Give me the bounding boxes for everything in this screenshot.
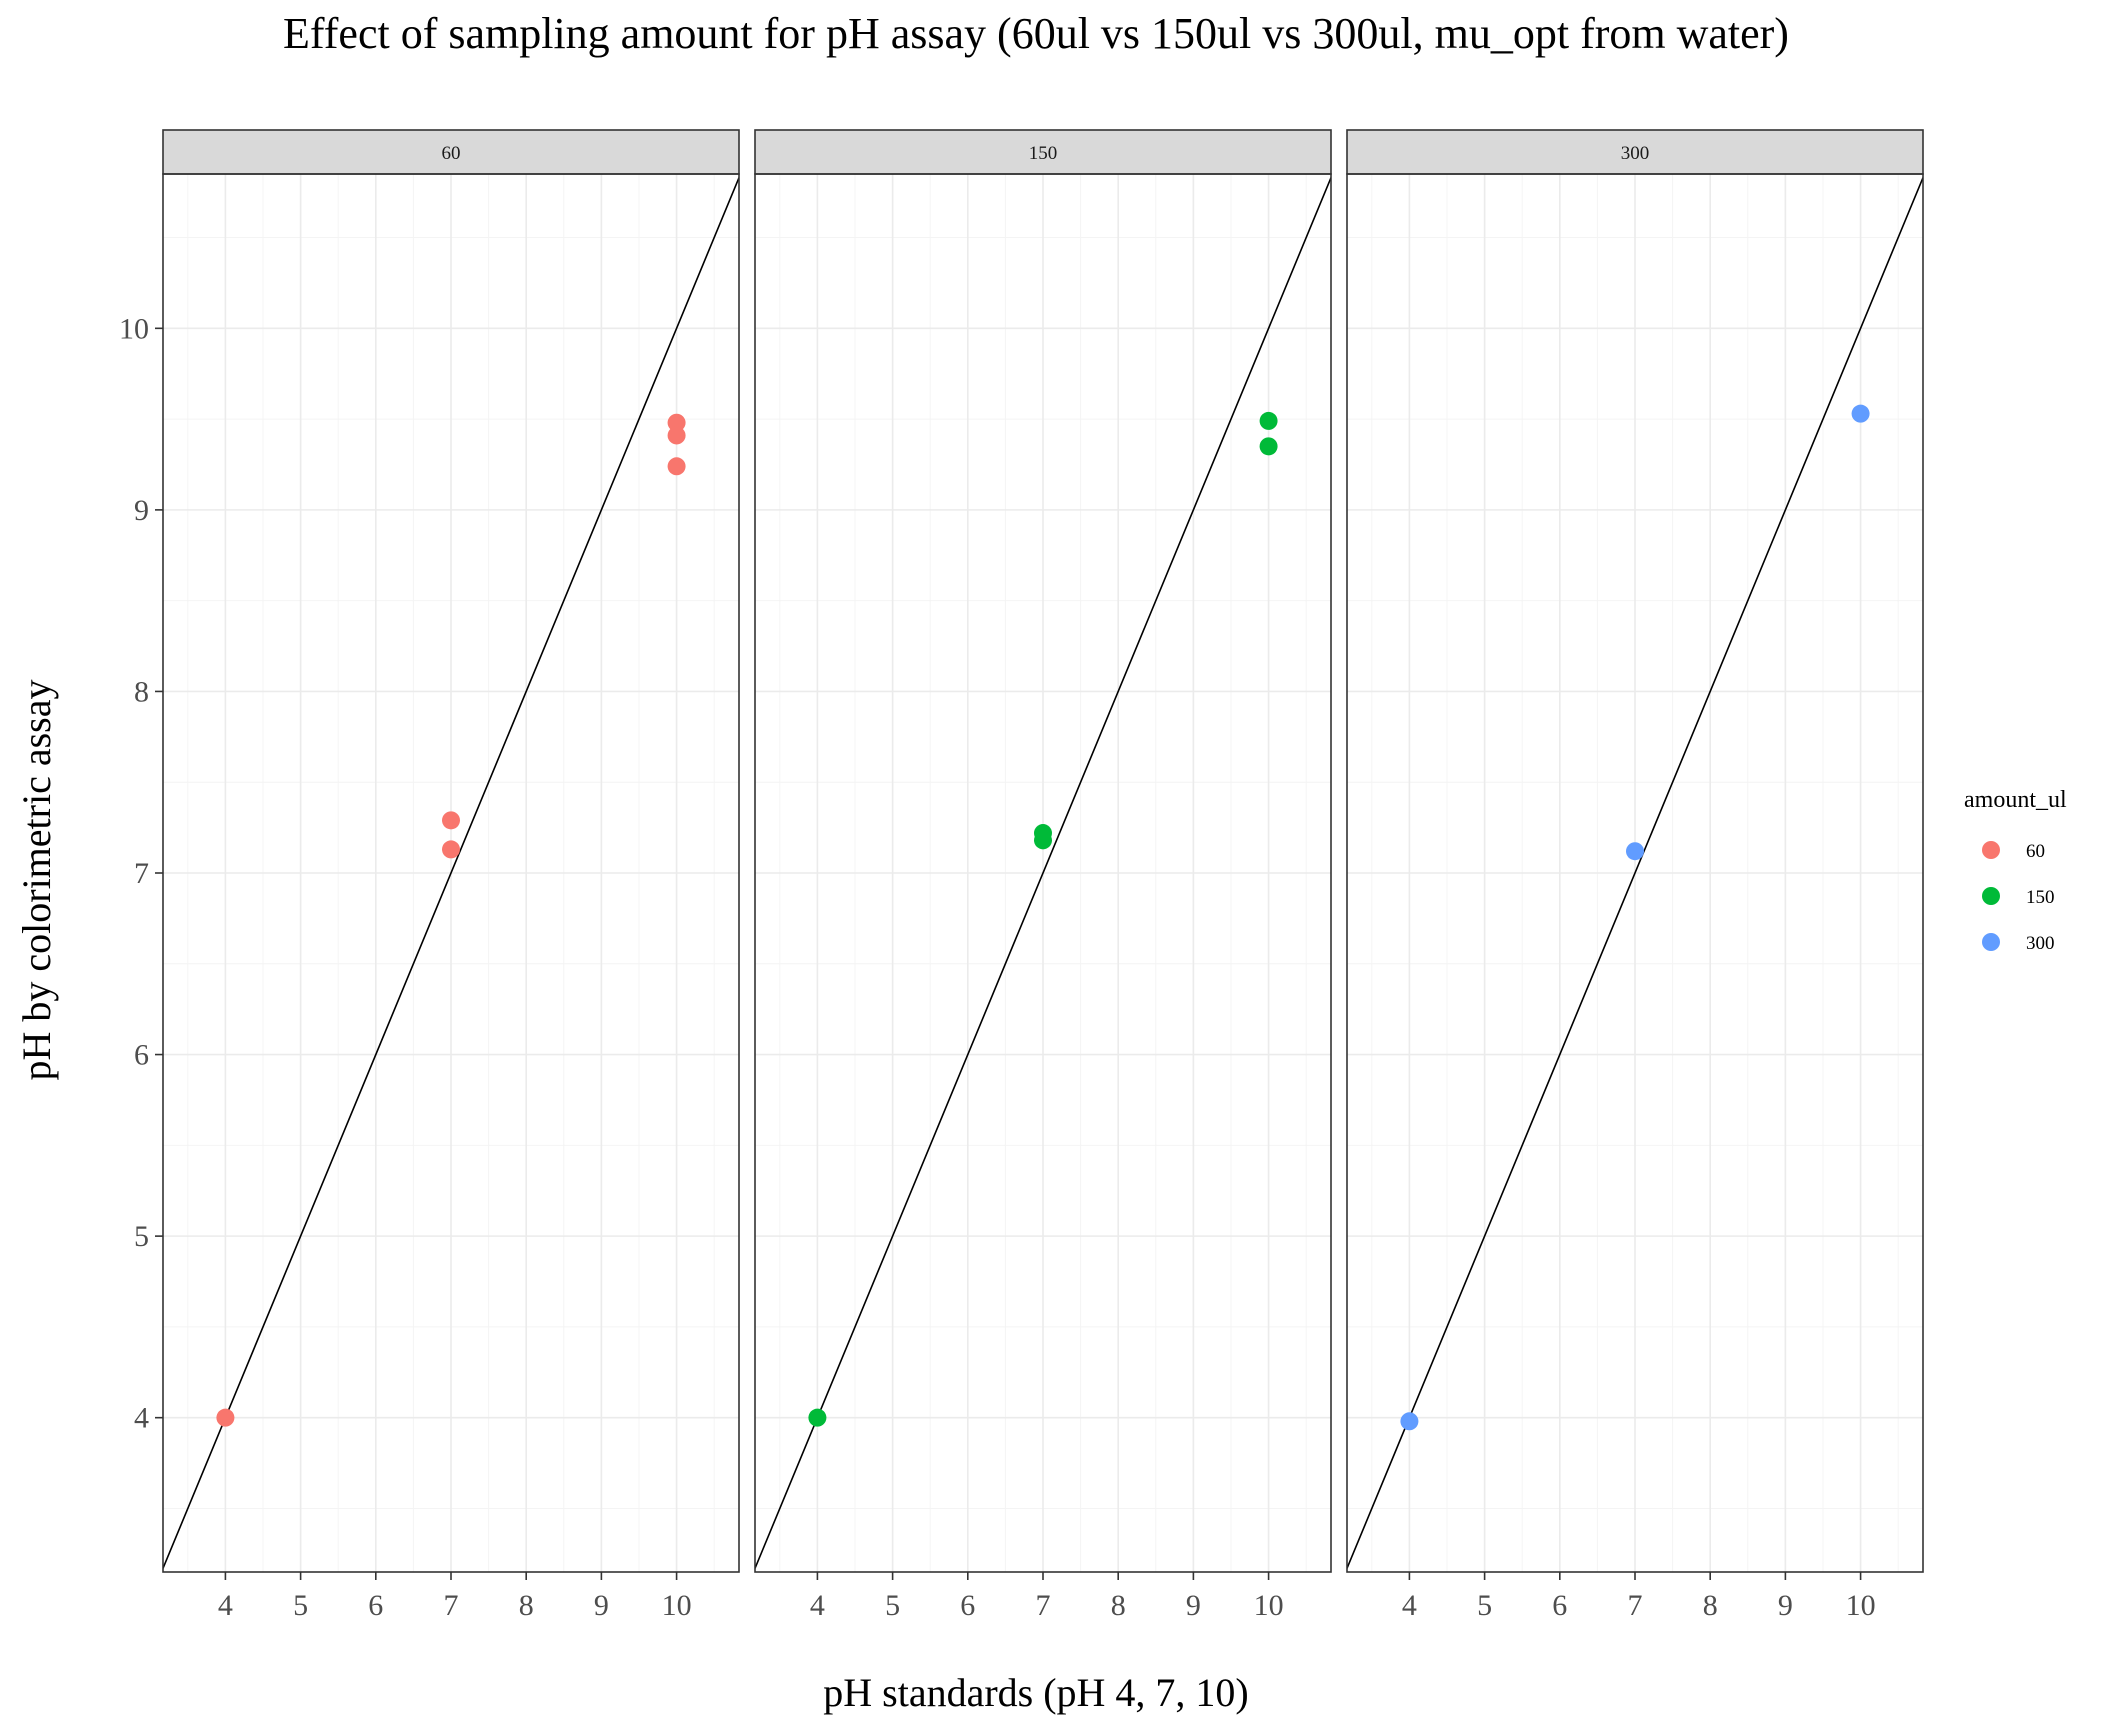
facet-panel-60: 60 4 5 6 7 8 9 10 <box>162 129 740 1622</box>
data-point <box>442 811 460 830</box>
x-tick-label: 10 <box>662 1589 692 1622</box>
data-point <box>1034 831 1052 850</box>
data-point <box>667 426 686 445</box>
x-tick-label: 4 <box>218 1589 233 1622</box>
y-axis: 4 5 6 7 8 9 10 <box>119 312 163 1435</box>
legend-key <box>1982 933 2000 951</box>
x-tick-label: 8 <box>519 1589 534 1622</box>
facet-strip <box>1346 129 1924 175</box>
legend-title: amount_ul <box>1964 787 2067 813</box>
x-tick-label: 8 <box>1703 1589 1718 1622</box>
facet-panel-300: 300 4 5 6 7 8 9 10 <box>1346 129 1924 1622</box>
facet-strip <box>754 129 1332 175</box>
reference-line <box>1347 177 1923 1569</box>
x-tick-label: 7 <box>1036 1589 1051 1622</box>
x-tick-label: 6 <box>960 1589 975 1622</box>
x-tick-label: 4 <box>1402 1589 1417 1622</box>
legend: amount_ul 60 150 300 <box>1964 787 2067 954</box>
x-tick-label: 7 <box>1628 1589 1643 1622</box>
data-point <box>1259 411 1278 430</box>
reference-line <box>755 177 1331 1569</box>
x-tick-label: 8 <box>1111 1589 1126 1622</box>
facet-panels: 60 4 5 6 7 8 9 10 150 4 5 6 7 8 9 10 300 4 5 6 7 8 9 10 <box>162 129 1924 1622</box>
chart-title: Effect of sampling amount for pH assay (… <box>283 9 1789 58</box>
y-axis-title: pH by colorimetric assay <box>14 680 59 1081</box>
x-tick-label: 7 <box>444 1589 459 1622</box>
y-tick-label: 4 <box>134 1402 149 1435</box>
data-point <box>667 457 686 476</box>
facet-strip-label: 60 <box>442 143 461 164</box>
facet-panel-150: 150 4 5 6 7 8 9 10 <box>754 129 1332 1622</box>
data-point <box>1851 404 1870 423</box>
x-tick-label: 9 <box>1186 1589 1201 1622</box>
y-tick-label: 9 <box>134 494 149 527</box>
y-tick-label: 7 <box>134 857 149 890</box>
data-point <box>1626 842 1644 861</box>
y-tick-label: 8 <box>134 675 149 708</box>
facet-strip-label: 300 <box>1621 143 1650 164</box>
x-tick-label: 5 <box>885 1589 900 1622</box>
legend-label: 60 <box>2026 841 2045 862</box>
x-tick-label: 4 <box>810 1589 825 1622</box>
y-tick-label: 5 <box>134 1220 149 1253</box>
legend-label: 150 <box>2026 887 2055 908</box>
x-tick-label: 10 <box>1254 1589 1284 1622</box>
x-axis-title: pH standards (pH 4, 7, 10) <box>823 1670 1249 1715</box>
y-tick-label: 10 <box>119 312 149 345</box>
data-point <box>1259 437 1278 456</box>
facet-strip-label: 150 <box>1029 143 1058 164</box>
legend-key <box>1982 887 2000 905</box>
data-point <box>442 840 460 859</box>
x-tick-label: 6 <box>368 1589 383 1622</box>
x-tick-label: 5 <box>293 1589 308 1622</box>
data-point <box>667 413 686 432</box>
y-tick-label: 6 <box>134 1039 149 1072</box>
x-tick-label: 9 <box>1778 1589 1793 1622</box>
facet-strip <box>162 129 740 175</box>
data-point <box>1400 1412 1419 1431</box>
legend-entries: 60 150 300 <box>1982 841 2055 954</box>
x-tick-label: 6 <box>1552 1589 1567 1622</box>
x-tick-label: 5 <box>1477 1589 1492 1622</box>
legend-label: 300 <box>2026 933 2055 954</box>
reference-line <box>163 177 739 1569</box>
data-point <box>808 1408 827 1427</box>
data-point <box>216 1408 235 1427</box>
legend-key <box>1982 841 2000 859</box>
x-tick-label: 9 <box>594 1589 609 1622</box>
x-tick-label: 10 <box>1846 1589 1876 1622</box>
